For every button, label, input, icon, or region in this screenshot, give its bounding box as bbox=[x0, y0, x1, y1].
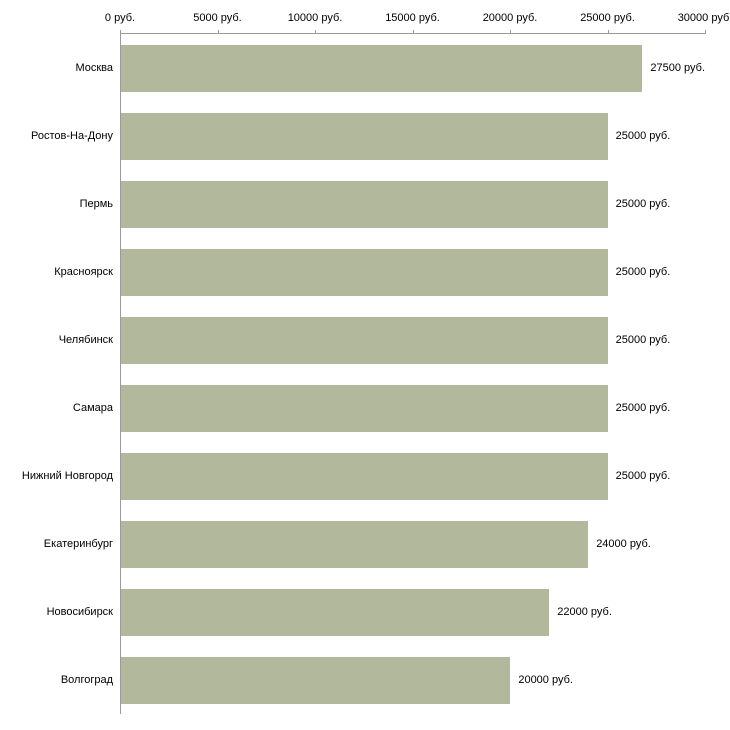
value-bar bbox=[121, 316, 608, 364]
chart-row: Нижний Новгород 25000 руб. bbox=[0, 442, 730, 510]
category-label: Пермь bbox=[79, 198, 113, 210]
row-plot-area: 25000 руб. bbox=[120, 238, 705, 306]
category-label: Нижний Новгород bbox=[21, 470, 113, 482]
chart-row: Новосибирск 22000 руб. bbox=[0, 578, 730, 646]
value-label: 25000 руб. bbox=[615, 266, 671, 278]
row-plot-area: 25000 руб. bbox=[120, 374, 705, 442]
x-tick-mark bbox=[217, 30, 219, 34]
value-bar bbox=[121, 656, 511, 704]
value-bar bbox=[121, 248, 608, 296]
x-tick-mark bbox=[607, 30, 609, 34]
x-tick-mark bbox=[510, 30, 511, 34]
category-label: Москва bbox=[75, 62, 113, 74]
x-tick-label: 20000 руб. bbox=[482, 12, 538, 24]
chart-row: Москва 27500 руб. bbox=[0, 34, 730, 102]
value-label: 25000 руб. bbox=[615, 198, 671, 210]
x-tick-label: 0 руб. bbox=[104, 12, 136, 24]
value-bar bbox=[121, 520, 589, 568]
x-tick-label: 25000 руб. bbox=[580, 12, 635, 24]
category-label: Новосибирск bbox=[46, 606, 113, 618]
row-plot-area: 25000 руб. bbox=[120, 442, 705, 510]
value-bar bbox=[121, 180, 608, 228]
row-plot-area: 20000 руб. bbox=[120, 646, 705, 714]
row-plot-area: 25000 руб. bbox=[120, 170, 705, 238]
category-label: Самара bbox=[72, 402, 113, 414]
row-plot-area: 27500 руб. bbox=[120, 34, 705, 102]
value-label: 27500 руб. bbox=[650, 62, 705, 74]
value-bar bbox=[121, 384, 608, 432]
row-plot-area: 25000 руб. bbox=[120, 102, 705, 170]
x-tick-mark bbox=[120, 30, 121, 34]
chart-rows: Москва 27500 руб. Ростов-На-Дону 25000 руб.… bbox=[0, 34, 730, 714]
value-label: 25000 руб. bbox=[615, 334, 671, 346]
value-label: 24000 руб. bbox=[596, 538, 651, 550]
chart-row: Волгоград 20000 руб. bbox=[0, 646, 730, 714]
x-tick-mark bbox=[315, 30, 316, 34]
row-plot-area: 22000 руб. bbox=[120, 578, 705, 646]
category-label: Екатеринбург bbox=[43, 538, 113, 550]
category-label: Волгоград bbox=[60, 674, 113, 686]
chart-row: Ростов-На-Дону 25000 руб. bbox=[0, 102, 730, 170]
x-tick-label: 15000 руб. bbox=[385, 12, 440, 24]
chart-row: Челябинск 25000 руб. bbox=[0, 306, 730, 374]
value-label: 25000 руб. bbox=[615, 130, 671, 142]
x-tick-mark bbox=[705, 30, 706, 34]
chart-row: Красноярск 25000 руб. bbox=[0, 238, 730, 306]
category-label: Челябинск bbox=[58, 334, 113, 346]
value-bar bbox=[121, 588, 550, 636]
chart-row: Самара 25000 руб. bbox=[0, 374, 730, 442]
x-tick-label: 30000 руб. bbox=[677, 12, 730, 24]
value-label: 25000 руб. bbox=[615, 402, 671, 414]
chart-row: Пермь 25000 руб. bbox=[0, 170, 730, 238]
value-bar bbox=[121, 452, 608, 500]
x-tick-mark bbox=[412, 30, 414, 34]
value-label: 25000 руб. bbox=[615, 470, 671, 482]
x-tick-label: 5000 руб. bbox=[193, 12, 242, 24]
x-tick-label: 10000 руб. bbox=[287, 12, 343, 24]
value-bar bbox=[121, 44, 643, 92]
category-label: Ростов-На-Дону bbox=[30, 130, 113, 142]
value-label: 22000 руб. bbox=[557, 606, 612, 618]
row-plot-area: 24000 руб. bbox=[120, 510, 705, 578]
chart-row: Екатеринбург 24000 руб. bbox=[0, 510, 730, 578]
x-axis: 0 руб. 5000 руб. 10000 руб. 15000 руб. 20000… bbox=[105, 12, 730, 34]
row-plot-area: 25000 руб. bbox=[120, 306, 705, 374]
category-label: Красноярск bbox=[54, 266, 113, 278]
value-label: 20000 руб. bbox=[518, 674, 573, 686]
value-bar bbox=[121, 112, 608, 160]
